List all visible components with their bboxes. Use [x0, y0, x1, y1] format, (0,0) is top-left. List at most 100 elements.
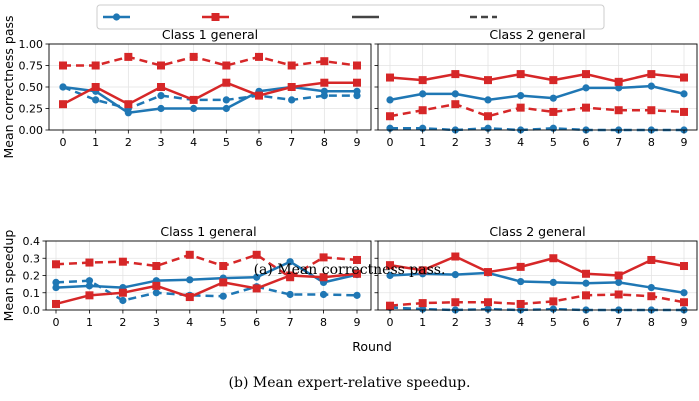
data-point — [353, 87, 361, 95]
data-point — [124, 52, 133, 61]
data-point — [185, 250, 194, 259]
series-0 — [386, 82, 688, 104]
data-point — [680, 107, 688, 116]
chart-panel-1: 0 1 2 3 4 5 6 7 8 9 Class 2 general — [374, 27, 698, 149]
x-tick-label: 5 — [550, 316, 557, 329]
series-line-0 — [62, 85, 357, 115]
series-line-1 — [62, 85, 357, 110]
caption-b: (b) Mean expert-relative speedup. — [228, 375, 471, 391]
data-point — [516, 262, 525, 271]
legend-item-1 — [202, 13, 229, 21]
data-point — [386, 261, 394, 270]
series-0 — [59, 83, 361, 117]
x-tick-label: 2 — [452, 136, 459, 149]
panel-title: Class 1 general — [162, 27, 258, 42]
x-tick-label: 5 — [550, 136, 557, 149]
data-point — [152, 262, 161, 271]
x-tick-label: 9 — [354, 316, 361, 329]
data-point — [419, 305, 427, 313]
data-point — [119, 296, 127, 305]
data-point — [320, 57, 329, 66]
data-point — [451, 100, 460, 109]
data-point — [190, 104, 198, 113]
data-point — [451, 70, 460, 79]
x-tick-label: 2 — [452, 316, 459, 329]
legend-frame — [96, 4, 605, 30]
data-point — [255, 52, 263, 61]
y-axis-label: Mean speedup — [1, 230, 16, 322]
data-point — [124, 100, 133, 109]
data-point — [549, 254, 558, 263]
data-point — [484, 96, 492, 104]
x-tick-label: 3 — [485, 136, 492, 149]
x-tick-label: 3 — [485, 316, 492, 329]
data-point — [516, 299, 525, 308]
chart-panel-2: 0 1 2 3 4 5 6 7 8 9 0.0 0.1 0.2 0.3 0.4 Class 1 general… — [1, 224, 372, 329]
data-point — [582, 84, 590, 92]
x-tick-label: 4 — [517, 316, 524, 329]
data-point — [219, 262, 228, 271]
series-line-3 — [389, 293, 685, 307]
x-tick-label: 7 — [288, 136, 295, 149]
chart-panel-3: 0 1 2 3 4 5 6 7 8 9 Class 2 general — [374, 224, 698, 329]
data-point — [286, 258, 294, 266]
data-point — [52, 278, 60, 286]
data-point — [386, 112, 394, 121]
data-point — [484, 268, 492, 277]
series-2 — [52, 269, 361, 308]
series-1 — [386, 124, 688, 134]
data-point — [222, 61, 231, 70]
data-point — [484, 298, 492, 307]
data-point — [59, 83, 67, 91]
x-tick-label: 1 — [419, 136, 426, 149]
series-line-3 — [55, 253, 358, 279]
data-point — [85, 277, 94, 285]
x-tick-label: 9 — [681, 316, 688, 329]
data-point — [386, 271, 394, 280]
data-point — [484, 305, 492, 313]
data-point — [222, 96, 230, 104]
data-point — [484, 76, 492, 85]
data-point — [287, 83, 296, 91]
data-point — [92, 96, 100, 104]
data-point — [680, 298, 688, 307]
data-point — [647, 70, 656, 79]
series-2 — [59, 78, 361, 109]
data-point — [189, 95, 198, 104]
data-point — [517, 277, 525, 286]
data-point — [85, 258, 94, 267]
data-point — [647, 292, 656, 301]
x-tick-label: 3 — [158, 136, 165, 149]
data-point — [152, 281, 161, 290]
panel-title: Class 1 general — [160, 224, 256, 239]
data-point — [549, 297, 558, 306]
data-point — [320, 78, 329, 87]
series-line-0 — [389, 271, 685, 294]
data-point — [451, 271, 459, 279]
data-point — [118, 257, 127, 266]
x-tick-label: 6 — [583, 136, 590, 149]
data-point — [418, 76, 427, 85]
data-point — [319, 253, 328, 262]
series-1 — [386, 303, 688, 314]
data-point — [680, 262, 688, 271]
y-tick-label: 0.50 — [19, 81, 44, 94]
x-tick-label: 0 — [387, 136, 394, 149]
series-line-2 — [55, 272, 358, 306]
data-point — [516, 70, 525, 79]
data-point — [582, 269, 590, 278]
data-point — [219, 278, 228, 287]
data-point — [419, 90, 427, 98]
x-tick-label: 8 — [648, 316, 655, 329]
x-tick-label: 6 — [256, 136, 263, 149]
data-point — [517, 92, 525, 100]
y-tick-label: 0.4 — [23, 235, 41, 248]
data-point — [85, 291, 94, 300]
panel-title: Class 2 general — [489, 224, 585, 239]
panel-title: Class 2 general — [489, 27, 585, 42]
data-point — [157, 104, 165, 113]
x-tick-label: 7 — [287, 316, 294, 329]
data-point — [252, 284, 261, 293]
data-point — [549, 94, 557, 102]
